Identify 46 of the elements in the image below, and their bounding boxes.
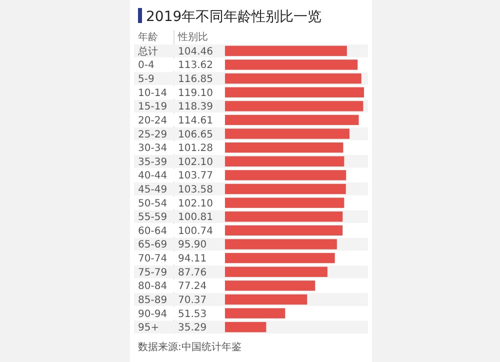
- y-tick-label: 60-64: [138, 226, 168, 237]
- y-tick-label: 70-74: [138, 254, 168, 265]
- y-tick-label: 55-59: [138, 212, 168, 224]
- y-tick-label: 45-49: [138, 184, 168, 196]
- y-tick-label: 40-44: [138, 170, 168, 182]
- y-tick-label: 总计: [137, 45, 158, 58]
- x-axis-title: 性别比: [177, 31, 208, 43]
- y-tick-label: 25-29: [138, 129, 168, 140]
- data-label: 116.85: [178, 74, 213, 86]
- y-tick-label: 20-24: [138, 115, 168, 126]
- data-label: 119.10: [178, 88, 213, 99]
- y-tick-label: 50-54: [138, 198, 168, 210]
- y-tick-label: 10-14: [138, 88, 168, 99]
- y-tick-label: 15-19: [138, 102, 168, 113]
- y-axis-title: 年龄: [138, 31, 158, 43]
- y-tick-label: 30-34: [138, 143, 168, 154]
- data-label: 87.76: [178, 267, 207, 278]
- data-label: 103.58: [178, 184, 213, 196]
- data-label: 118.39: [178, 102, 213, 113]
- y-tick-label: 65-69: [138, 240, 168, 251]
- data-label: 102.10: [178, 198, 213, 210]
- y-tick-label: 35-39: [138, 156, 168, 168]
- data-label: 100.81: [178, 212, 213, 224]
- data-label: 70.37: [178, 294, 207, 306]
- data-label: 104.46: [178, 46, 213, 58]
- y-tick-label: 80-84: [138, 281, 168, 292]
- data-label: 101.28: [178, 143, 213, 154]
- chart-title: 2019年不同年龄性别比一览: [146, 9, 322, 25]
- y-tick-label: 75-79: [138, 267, 168, 278]
- data-label: 113.62: [178, 60, 213, 72]
- data-label: 35.29: [178, 322, 207, 334]
- source-note: 数据来源:中国统计年鉴: [138, 341, 242, 353]
- data-label: 94.11: [178, 254, 207, 265]
- data-label: 51.53: [178, 308, 207, 320]
- y-tick-label: 90-94: [138, 308, 168, 320]
- data-label: 100.74: [178, 226, 213, 237]
- data-label: 102.10: [178, 156, 213, 168]
- data-label: 77.24: [178, 281, 207, 292]
- data-label: 103.77: [178, 170, 213, 182]
- y-tick-label: 0-4: [138, 60, 154, 72]
- data-label: 114.61: [178, 115, 213, 126]
- y-tick-label: 5-9: [138, 74, 154, 86]
- y-tick-label: 85-89: [138, 294, 168, 306]
- data-label: 95.90: [178, 240, 207, 251]
- data-label: 106.65: [178, 129, 213, 140]
- y-tick-label: 95+: [138, 322, 160, 334]
